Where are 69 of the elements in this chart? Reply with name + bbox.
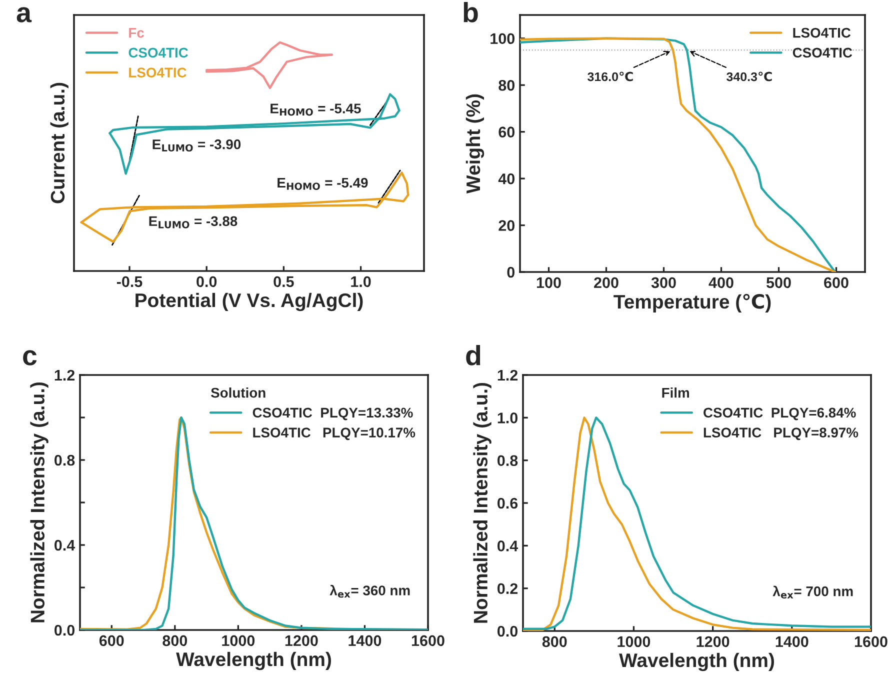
y-tick-label: 20 [498,220,515,231]
x-tick-label: 1200 [696,636,730,648]
annotation: E$_{HOMO}$ = -5.45 [270,104,361,116]
annotation: E$_{HOMO}$ = -5.49 [278,178,368,190]
annotation: λ$_{ex}$= 700 nm [772,586,853,599]
legend-label: LSO4TIC [793,28,851,38]
y-axis-title: Current (a.u.) [50,82,68,204]
y-tick-label: 0.0 [54,624,75,636]
legend-title: Solution [210,388,266,398]
legend-label: LSO4TIC PLQY=10.17% [253,428,416,440]
y-tick-label: 0 [507,266,515,278]
y-axis-title: Weight (%) [466,94,484,194]
y-tick-label: 0.4 [498,540,518,552]
legend-label: CSO4TIC PLQY=13.33% [252,408,413,420]
x-tick-label: 1200 [285,635,318,646]
y-tick-label: 1.2 [498,370,518,381]
annotation: λ$_{ex}$= 360 nm [330,584,410,598]
annotation: 316.0℃ [588,72,633,82]
y-axis-title: Normalized Intensity (a.u.) [473,382,492,623]
annotation: E$_{LUMO}$ = -3.88 [149,216,238,228]
y-tick-label: 100 [490,33,515,44]
legend-label: LSO4TIC PLQY=8.97% [704,428,858,440]
x-axis-title: Wavelength (nm) [619,652,774,672]
y-tick-label: 0.6 [498,498,518,509]
annotation: E$_{LUMO}$ = -3.90 [152,139,241,152]
chart-title: d [466,345,480,366]
y-tick-label: 40 [498,173,515,184]
x-tick-label: -0.5 [116,276,142,288]
x-tick-label: 1600 [412,635,444,646]
x-tick-label: 300 [651,277,676,288]
x-tick-label: 500 [766,277,791,288]
x-tick-label: 100 [536,277,561,288]
x-tick-label: 200 [594,277,618,288]
y-axis-title: Normalized Intensity (a.u.) [30,382,48,622]
x-tick-label: 600 [824,277,848,288]
legend-label: Fc [129,28,144,38]
y-tick-label: 1.0 [498,412,518,424]
legend-label: CSO4TIC [792,48,852,58]
x-tick-label: 1000 [618,636,650,648]
legend-label: CSO4TIC [128,48,188,58]
chart-title: c [23,350,37,366]
y-tick-label: 1.2 [54,370,75,381]
legend-title: Film [662,388,689,398]
x-axis-title: Wavelength (nm) [176,652,331,670]
chart-title: b [464,2,478,22]
legend-label: LSO4TIC [129,68,186,78]
x-tick-label: 1000 [222,635,255,646]
x-tick-label: 0.0 [196,276,217,288]
y-tick-label: 0.0 [498,626,518,637]
x-tick-label: 800 [542,636,567,648]
y-tick-label: 0.8 [54,454,75,466]
legend-label: CSO4TIC PLQY=6.84% [704,408,856,420]
x-tick-label: 400 [708,277,734,288]
y-tick-label: 60 [498,126,515,138]
x-tick-label: 1400 [348,635,382,646]
y-tick-label: 0.8 [498,455,518,466]
x-axis-title: Potential (V Vs. Ag/AgCl) [136,292,363,312]
x-tick-label: 1.0 [351,276,371,288]
y-tick-label: 80 [498,80,515,91]
y-tick-label: 0.2 [498,583,518,594]
x-axis-title: Temperature (℃) [614,294,771,312]
x-tick-label: 600 [99,635,124,646]
x-tick-label: 1400 [776,636,808,648]
y-tick-label: 0.4 [54,540,76,551]
chart-title: a [16,7,32,22]
annotation: 340.3℃ [726,72,772,82]
x-tick-label: 800 [162,635,188,646]
x-tick-label: 0.5 [274,276,294,288]
x-tick-label: 1600 [854,636,888,648]
